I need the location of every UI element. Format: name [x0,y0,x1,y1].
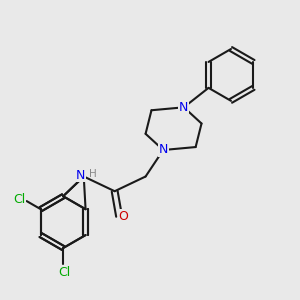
Text: N: N [76,169,86,182]
Text: N: N [159,143,168,157]
Text: O: O [118,210,128,223]
Text: N: N [179,101,188,114]
Text: Cl: Cl [58,266,71,279]
Text: H: H [89,169,97,178]
Text: Cl: Cl [13,193,26,206]
